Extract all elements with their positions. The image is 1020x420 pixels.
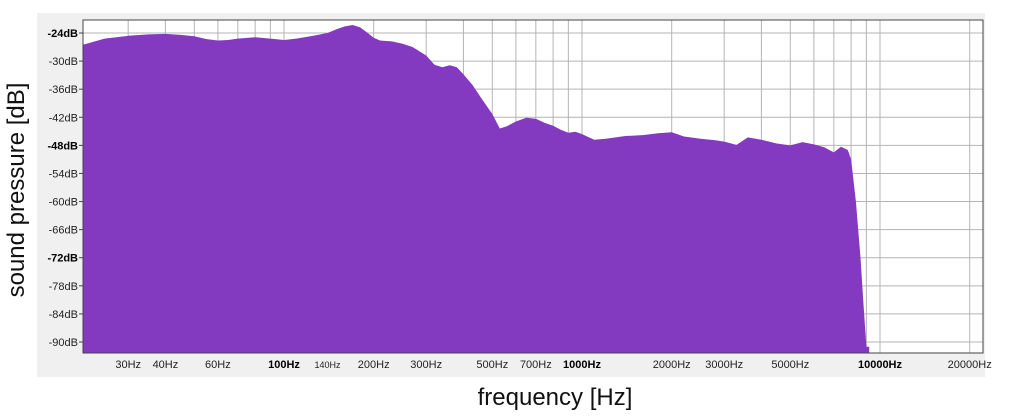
y-tick-label: -36dB: [49, 84, 78, 96]
y-tick-label: -84dB: [49, 309, 78, 321]
y-tick-label: -78dB: [49, 281, 78, 293]
x-axis-title: frequency [Hz]: [478, 384, 633, 411]
y-tick-label: -72dB: [47, 253, 78, 265]
y-tick-label: -54dB: [49, 168, 78, 180]
y-tick-label: -66dB: [49, 225, 78, 237]
x-tick-label: 200Hz: [358, 359, 390, 371]
y-tick-label: -30dB: [49, 56, 78, 68]
y-axis-title: sound pressure [dB]: [3, 83, 30, 298]
spectrum-area: [83, 25, 870, 353]
x-tick-label: 140Hz: [315, 360, 342, 370]
x-tick-label: 40Hz: [153, 359, 179, 371]
x-tick-label: 30Hz: [115, 359, 141, 371]
y-tick-label: -24dB: [47, 28, 78, 40]
x-tick-label: 20000Hz: [948, 359, 992, 371]
x-tick-label: 100Hz: [268, 359, 300, 371]
x-tick-label: 2000Hz: [653, 359, 691, 371]
y-tick-label: -48dB: [47, 140, 78, 152]
y-tick-labels: -24dB -30dB -36dB -42dB -48dB -54dB -60dB -66dB…: [47, 28, 83, 349]
x-tick-label: 10000Hz: [858, 359, 903, 371]
x-tick-label: 1000Hz: [563, 359, 601, 371]
y-tick-label: -42dB: [49, 112, 78, 124]
plot-border: [82, 19, 984, 354]
x-tick-label: 5000Hz: [771, 359, 809, 371]
x-tick-label: 700Hz: [520, 359, 552, 371]
x-tick-label: 500Hz: [476, 359, 508, 371]
y-tick-label: -60dB: [49, 197, 78, 209]
x-tick-label: 3000Hz: [705, 359, 743, 371]
x-tick-labels: 30Hz 40Hz 60Hz 100Hz 140Hz 200Hz 300Hz 500Hz 700…: [115, 359, 991, 371]
x-tick-label: 60Hz: [205, 359, 231, 371]
y-tick-label: -90dB: [49, 337, 78, 349]
x-tick-label: 300Hz: [410, 359, 442, 371]
